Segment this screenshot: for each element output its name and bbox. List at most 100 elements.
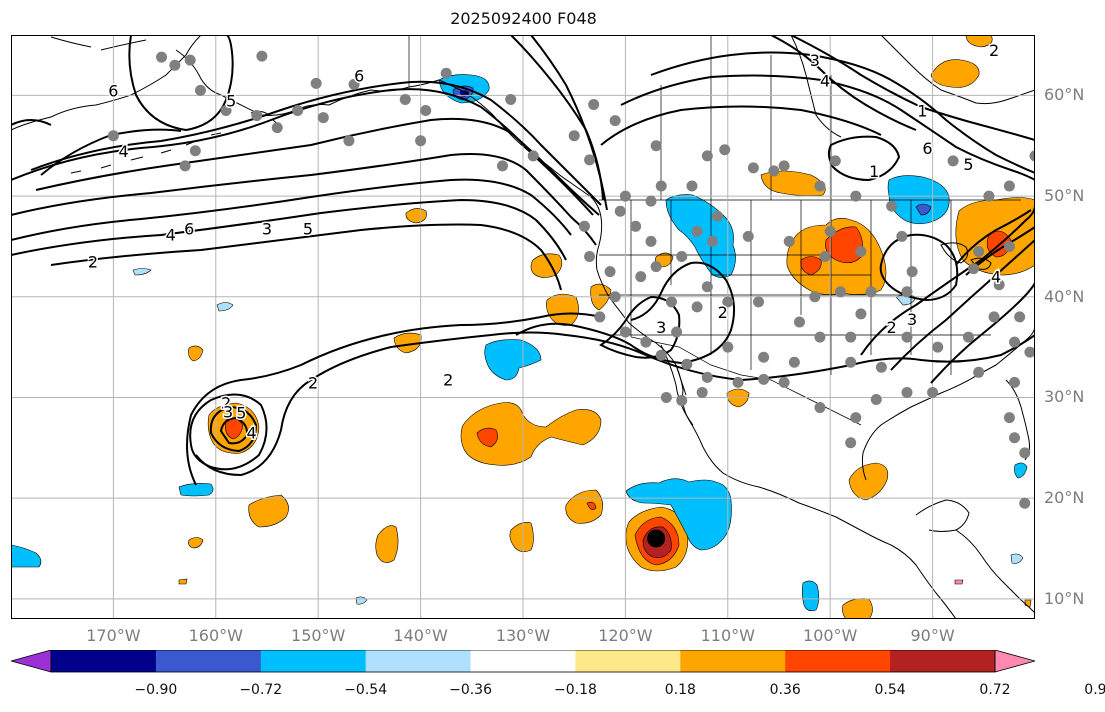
map-frame <box>11 35 1035 619</box>
station-dot <box>420 105 432 117</box>
contour-line <box>30 80 602 206</box>
station-dot <box>317 112 329 124</box>
station-dot <box>645 195 657 207</box>
station-dot <box>870 393 882 405</box>
station-dot <box>594 311 606 323</box>
station-dot <box>850 190 862 202</box>
station-dot <box>845 331 857 343</box>
longitude-label: 170°W <box>86 626 141 645</box>
station-dot <box>932 341 944 353</box>
anomaly-orange <box>848 462 889 501</box>
station-dot <box>947 155 959 167</box>
anomaly-red <box>476 427 498 448</box>
station-dot <box>1019 497 1031 509</box>
colorbar-tick-label: −0.36 <box>449 682 492 698</box>
contour-label: 3 <box>656 318 666 337</box>
anomaly-lightblue <box>132 268 152 276</box>
station-dot <box>814 402 826 414</box>
station-dot <box>271 122 283 134</box>
cyclone-layer <box>647 529 666 548</box>
contour-label: 5 <box>226 91 236 110</box>
latitude-label: 50°N <box>1044 186 1085 206</box>
contour-label: 4 <box>119 142 129 161</box>
station-dot <box>732 376 744 388</box>
latitude-label: 10°N <box>1044 588 1085 608</box>
station-dot <box>584 251 596 263</box>
colorbar-cell <box>470 650 576 672</box>
station-dot <box>251 110 263 122</box>
station-dot <box>189 145 201 157</box>
station-dot <box>814 331 826 343</box>
station-dot <box>712 210 724 222</box>
station-dot <box>722 296 734 308</box>
colorbar-tick-label: −0.18 <box>553 682 597 698</box>
station-dot <box>292 105 304 117</box>
station-dot <box>1019 447 1031 459</box>
station-dot <box>701 371 713 383</box>
station-dot <box>588 98 600 110</box>
station-dot <box>855 308 867 320</box>
colorbar-tick-label: 0.18 <box>664 682 696 698</box>
colorbar-cell <box>260 650 367 672</box>
station-dot <box>660 391 672 403</box>
latitude-label: 40°N <box>1044 286 1085 306</box>
colorbar-extend-max <box>994 650 1035 673</box>
us-mexico-border <box>630 336 862 426</box>
station-dot <box>609 291 621 303</box>
station-dot <box>886 200 898 212</box>
station-dot <box>655 180 667 192</box>
anomaly-blue <box>178 483 214 497</box>
station-dot <box>415 135 427 147</box>
contour-label: 2 <box>989 41 999 60</box>
contour-line <box>930 282 1035 384</box>
colorbar-cell <box>575 650 681 672</box>
contour-label: 5 <box>303 219 313 238</box>
anomaly-blue <box>625 478 732 551</box>
station-dot <box>819 251 831 263</box>
longitude-label: 100°W <box>803 626 858 645</box>
colorbar-tick-label: −0.90 <box>134 682 178 698</box>
anomaly-blue <box>484 339 542 381</box>
contour-label: 5 <box>963 155 973 174</box>
colorbar-tick-label: −0.72 <box>239 682 283 698</box>
colorbar-cell <box>155 650 262 672</box>
station-dot <box>527 150 539 162</box>
colorbar-extend-min <box>11 650 52 673</box>
station-dot <box>1009 336 1021 348</box>
longitude-label: 130°W <box>495 626 551 645</box>
colorbar-tick-label: 0.54 <box>874 682 906 698</box>
station-dot <box>906 266 918 278</box>
anomaly-orange <box>393 332 422 354</box>
station-dot <box>973 366 985 378</box>
colorbar-tick-label: 0.90 <box>1084 682 1105 698</box>
gulf-of-mexico-coast <box>861 324 1035 619</box>
anomaly-blue <box>887 175 950 225</box>
contour-label: 2 <box>887 318 897 337</box>
longitude-label: 90°W <box>910 626 955 645</box>
contour-line <box>11 178 572 241</box>
contour-line <box>790 35 1035 141</box>
station-dot <box>609 115 621 127</box>
contour-line <box>599 295 681 359</box>
station-dot <box>973 245 985 257</box>
station-dot <box>691 301 703 313</box>
station-dot <box>614 205 626 217</box>
contour-label: 2 <box>308 373 318 392</box>
contour-line <box>515 261 736 365</box>
anomaly-orange <box>460 402 602 466</box>
station-dot <box>194 84 206 96</box>
contour-label: 6 <box>354 66 364 85</box>
anomaly-red <box>800 256 822 276</box>
station-dot <box>927 386 939 398</box>
station-dot <box>1003 180 1015 192</box>
station-dot <box>1029 150 1035 162</box>
station-dot <box>665 296 677 308</box>
station-dot <box>834 286 846 298</box>
station-dot <box>256 50 268 62</box>
station-dot <box>681 358 693 370</box>
station-dot <box>578 220 590 232</box>
contour-line <box>955 209 1032 266</box>
anomaly-red <box>586 501 597 510</box>
station-dot <box>156 51 168 63</box>
